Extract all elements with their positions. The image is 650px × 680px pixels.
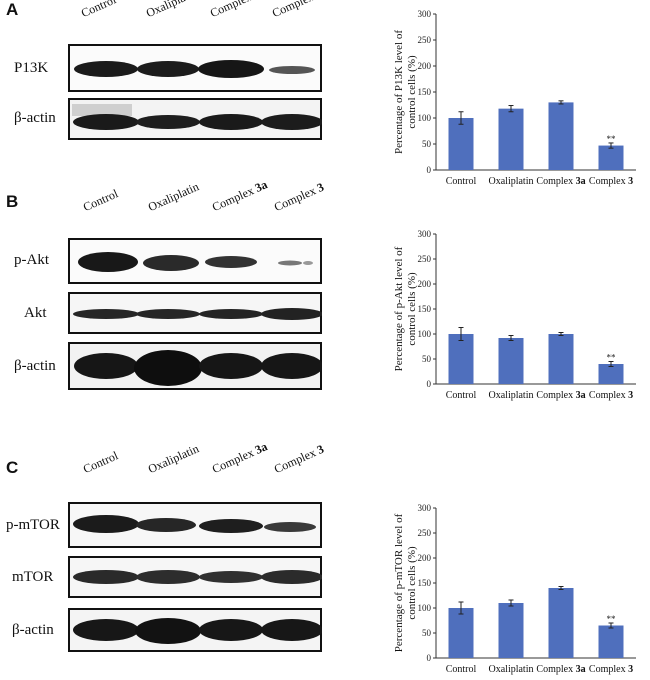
y-tick-label: 300	[418, 9, 432, 19]
blot-row-label: β-actin	[12, 622, 54, 638]
y-tick-label: 300	[418, 503, 432, 513]
lane-label-complex-3a: Complex 3a	[209, 177, 270, 215]
blot-row-label: mTOR	[12, 569, 54, 585]
lane-label-oxaliplatin: Oxaliplatin	[143, 0, 199, 21]
y-tick-label: 100	[418, 113, 432, 123]
bar	[498, 338, 524, 384]
bar	[548, 334, 574, 384]
x-tick-label: Complex 3	[589, 176, 633, 187]
lane-label-control: Control	[80, 448, 121, 477]
significance-annotation: **	[607, 614, 617, 624]
lane-label-control: Control	[78, 0, 119, 21]
y-tick-label: 150	[418, 304, 432, 314]
western-blot-beta-actin	[68, 608, 322, 652]
bar-chart-p13k: 0 50 100 150 200 250 300 Percentage of P13K lev…	[393, 9, 636, 187]
panel-label-a: A	[6, 0, 19, 19]
y-tick-label: 200	[418, 279, 432, 289]
lane-label-oxaliplatin: Oxaliplatin	[145, 441, 201, 477]
bar	[448, 608, 474, 658]
x-tick-label: Control	[446, 664, 477, 675]
x-tick-label: Oxaliplatin	[489, 390, 534, 401]
bar	[548, 102, 574, 170]
x-tick-label: Complex 3a	[536, 664, 585, 675]
western-blot-p-mtor	[68, 502, 322, 548]
y-tick-label: 50	[422, 354, 432, 364]
significance-annotation: **	[607, 134, 617, 144]
bar	[498, 108, 524, 170]
western-blot-beta-actin	[68, 98, 322, 140]
y-tick-label: 200	[418, 61, 432, 71]
x-tick-label: Complex 3	[589, 390, 633, 401]
blot-row-label: P13K	[14, 60, 49, 76]
y-tick-label: 50	[422, 139, 432, 149]
panel-label-c: C	[6, 458, 19, 477]
western-blot-p13k	[68, 44, 322, 92]
x-tick-label: Control	[446, 390, 477, 401]
y-tick-label: 250	[418, 254, 432, 264]
lane-label-complex-3: Complex 3	[271, 441, 327, 477]
y-tick-label: 150	[418, 578, 432, 588]
bar	[448, 118, 474, 170]
bar	[548, 588, 574, 658]
blot-row-label: p-Akt	[14, 252, 49, 268]
blot-row-label: Akt	[24, 305, 47, 321]
blot-row-label: p-mTOR	[6, 517, 60, 533]
bar	[598, 364, 624, 384]
western-blot-beta-actin	[68, 342, 322, 390]
y-tick-label: 0	[427, 653, 432, 663]
y-tick-label: 100	[418, 603, 432, 613]
x-tick-label: Oxaliplatin	[489, 176, 534, 187]
y-axis-label: Percentage of p-Akt level ofcontrol cell…	[393, 246, 418, 371]
lane-label-complex-3a: Complex 3a	[209, 439, 270, 477]
y-tick-label: 100	[418, 329, 432, 339]
blot-row-label: β-actin	[14, 358, 56, 374]
x-tick-label: Complex 3a	[536, 390, 585, 401]
x-tick-label: Control	[446, 176, 477, 187]
western-blot-p-akt	[68, 238, 322, 284]
lane-label-complex-3a: Complex 3a	[207, 0, 268, 21]
y-axis-label: Percentage of p-mTOR level ofcontrol cel…	[393, 513, 418, 652]
blot-row-label: β-actin	[14, 110, 56, 126]
y-tick-label: 0	[427, 379, 432, 389]
y-tick-label: 250	[418, 528, 432, 538]
significance-annotation: **	[607, 353, 617, 363]
y-tick-label: 150	[418, 87, 432, 97]
x-tick-label: Complex 3	[589, 664, 633, 675]
x-tick-label: Oxaliplatin	[489, 664, 534, 675]
panel-label-b: B	[6, 192, 19, 211]
y-tick-label: 300	[418, 229, 432, 239]
lane-label-oxaliplatin: Oxaliplatin	[145, 179, 201, 215]
y-tick-label: 0	[427, 165, 432, 175]
bar	[448, 334, 474, 384]
x-tick-label: Complex 3a	[536, 176, 585, 187]
y-tick-label: 200	[418, 553, 432, 563]
western-blot-akt	[68, 292, 322, 334]
bar	[498, 603, 524, 658]
y-tick-label: 250	[418, 35, 432, 45]
bar	[598, 625, 624, 658]
western-blot-mtor	[68, 556, 322, 598]
lane-label-complex-3: Complex 3	[269, 0, 324, 21]
lane-label-control: Control	[80, 186, 121, 215]
bar	[598, 145, 624, 170]
lane-label-complex-3: Complex 3	[271, 179, 327, 215]
y-tick-label: 50	[422, 628, 432, 638]
y-axis-label: Percentage of P13K level ofcontrol cells…	[393, 30, 418, 154]
